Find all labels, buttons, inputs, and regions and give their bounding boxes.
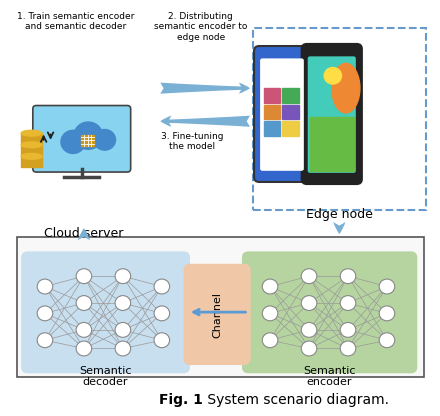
Bar — [264, 121, 280, 136]
FancyBboxPatch shape — [33, 106, 131, 172]
Circle shape — [324, 67, 341, 84]
Circle shape — [115, 341, 131, 356]
Circle shape — [76, 296, 92, 310]
Bar — [264, 105, 280, 119]
Bar — [282, 121, 299, 136]
Bar — [21, 133, 42, 144]
Bar — [21, 145, 42, 155]
Text: 3. Fine-tuning
the model: 3. Fine-tuning the model — [161, 131, 224, 151]
Bar — [282, 88, 299, 103]
Text: Cloud server: Cloud server — [44, 227, 124, 240]
Circle shape — [340, 322, 356, 337]
Circle shape — [115, 296, 131, 310]
Polygon shape — [310, 58, 354, 117]
Bar — [81, 135, 94, 146]
FancyBboxPatch shape — [302, 44, 362, 184]
Circle shape — [340, 341, 356, 356]
Circle shape — [262, 306, 278, 321]
Bar — [282, 105, 299, 119]
Circle shape — [76, 341, 92, 356]
Circle shape — [61, 130, 85, 154]
Circle shape — [154, 279, 170, 294]
Text: Fig. 1: Fig. 1 — [159, 393, 203, 407]
FancyBboxPatch shape — [308, 56, 356, 173]
Text: Edge node: Edge node — [306, 208, 373, 221]
Text: Channel: Channel — [212, 292, 222, 338]
Ellipse shape — [21, 154, 42, 159]
Circle shape — [94, 129, 116, 150]
Circle shape — [301, 322, 317, 337]
Text: Semantic
decoder: Semantic decoder — [79, 366, 132, 387]
Text: Semantic
encoder: Semantic encoder — [303, 366, 356, 387]
Circle shape — [76, 269, 92, 284]
FancyBboxPatch shape — [260, 58, 304, 171]
Ellipse shape — [21, 130, 42, 136]
Circle shape — [379, 279, 395, 294]
FancyBboxPatch shape — [17, 237, 424, 377]
Circle shape — [74, 122, 103, 149]
Circle shape — [262, 333, 278, 348]
Text: 2. Distributing
semantic encoder to
edge node: 2. Distributing semantic encoder to edge… — [154, 12, 247, 42]
Circle shape — [115, 322, 131, 337]
Polygon shape — [310, 117, 354, 171]
Circle shape — [154, 333, 170, 348]
Bar — [264, 88, 280, 103]
Circle shape — [340, 296, 356, 310]
Circle shape — [379, 306, 395, 321]
Circle shape — [301, 269, 317, 284]
Bar — [21, 156, 42, 167]
Circle shape — [379, 333, 395, 348]
Circle shape — [301, 341, 317, 356]
Circle shape — [37, 279, 53, 294]
Circle shape — [262, 279, 278, 294]
Circle shape — [301, 296, 317, 310]
FancyBboxPatch shape — [183, 264, 251, 365]
Circle shape — [37, 333, 53, 348]
Text: System scenario diagram.: System scenario diagram. — [203, 393, 389, 407]
Circle shape — [340, 269, 356, 284]
Ellipse shape — [332, 63, 360, 113]
FancyBboxPatch shape — [242, 251, 417, 373]
FancyBboxPatch shape — [21, 251, 190, 373]
Circle shape — [115, 269, 131, 284]
Circle shape — [37, 306, 53, 321]
Circle shape — [154, 306, 170, 321]
Text: 1. Train semantic encoder
and semantic decoder: 1. Train semantic encoder and semantic d… — [17, 12, 134, 31]
Ellipse shape — [21, 142, 42, 148]
Circle shape — [76, 322, 92, 337]
FancyBboxPatch shape — [254, 46, 310, 182]
